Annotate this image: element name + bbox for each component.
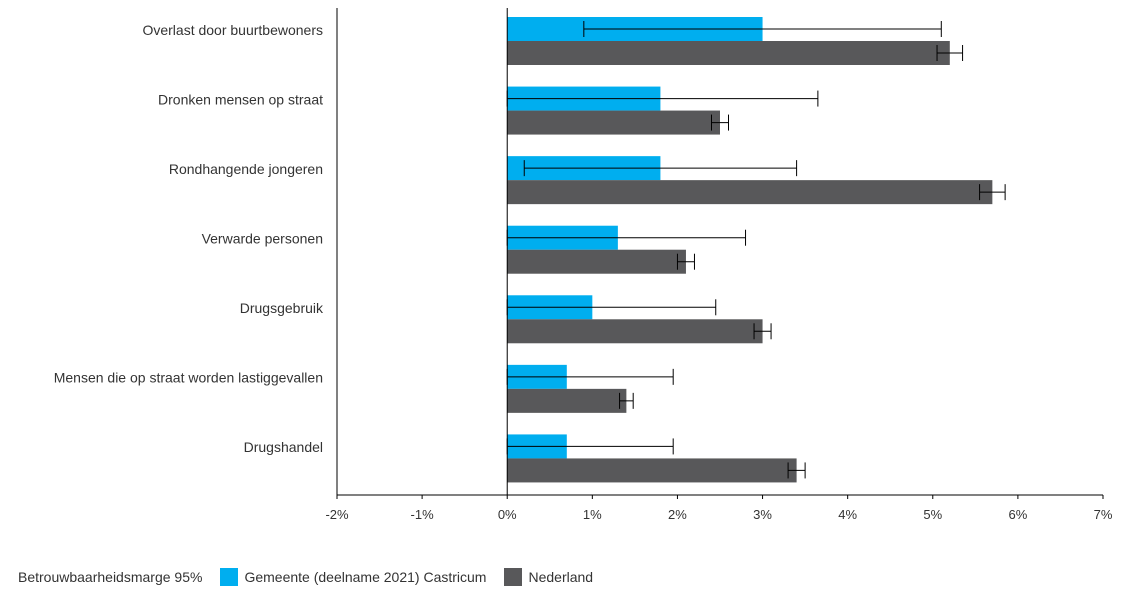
legend: Betrouwbaarheidsmarge 95% Gemeente (deel… bbox=[18, 568, 593, 586]
legend-item-castricum: Gemeente (deelname 2021) Castricum bbox=[220, 568, 486, 586]
x-tick-label: 0% bbox=[498, 507, 517, 522]
bar-nederland bbox=[507, 110, 720, 135]
x-tick-label: -2% bbox=[325, 507, 349, 522]
legend-item-nederland: Nederland bbox=[504, 568, 593, 586]
bar-nederland bbox=[507, 41, 950, 65]
bar-nederland bbox=[507, 388, 627, 413]
category-label: Overlast door buurtbewoners bbox=[142, 22, 323, 38]
legend-swatch-castricum bbox=[220, 568, 239, 586]
category-label: Mensen die op straat worden lastiggevall… bbox=[54, 370, 323, 386]
x-tick-label: 4% bbox=[838, 507, 857, 522]
category-label: Verwarde personen bbox=[202, 231, 323, 247]
x-tick-label: 6% bbox=[1008, 507, 1027, 522]
legend-swatch-nederland bbox=[504, 568, 523, 586]
bar-nederland bbox=[507, 458, 797, 483]
x-tick-label: -1% bbox=[411, 507, 435, 522]
x-tick-label: 5% bbox=[923, 507, 942, 522]
legend-label-castricum: Gemeente (deelname 2021) Castricum bbox=[244, 569, 487, 585]
category-label: Drugsgebruik bbox=[240, 300, 324, 316]
bar-nederland bbox=[507, 249, 686, 274]
bar-nederland bbox=[507, 319, 763, 344]
legend-margin-label: Betrouwbaarheidsmarge 95% bbox=[18, 569, 203, 585]
bar-chart: Overlast door buurtbewoners Dronken mense… bbox=[54, 8, 1113, 522]
category-label: Drugshandel bbox=[244, 439, 323, 455]
x-tick-label: 2% bbox=[668, 507, 687, 522]
x-tick-label: 3% bbox=[753, 507, 772, 522]
bar-nederland bbox=[507, 180, 993, 205]
x-tick-label: 1% bbox=[583, 507, 602, 522]
legend-label-nederland: Nederland bbox=[528, 569, 594, 585]
category-label: Dronken mensen op straat bbox=[158, 91, 323, 107]
x-tick-label: 7% bbox=[1094, 507, 1113, 522]
category-label: Rondhangende jongeren bbox=[169, 161, 323, 177]
